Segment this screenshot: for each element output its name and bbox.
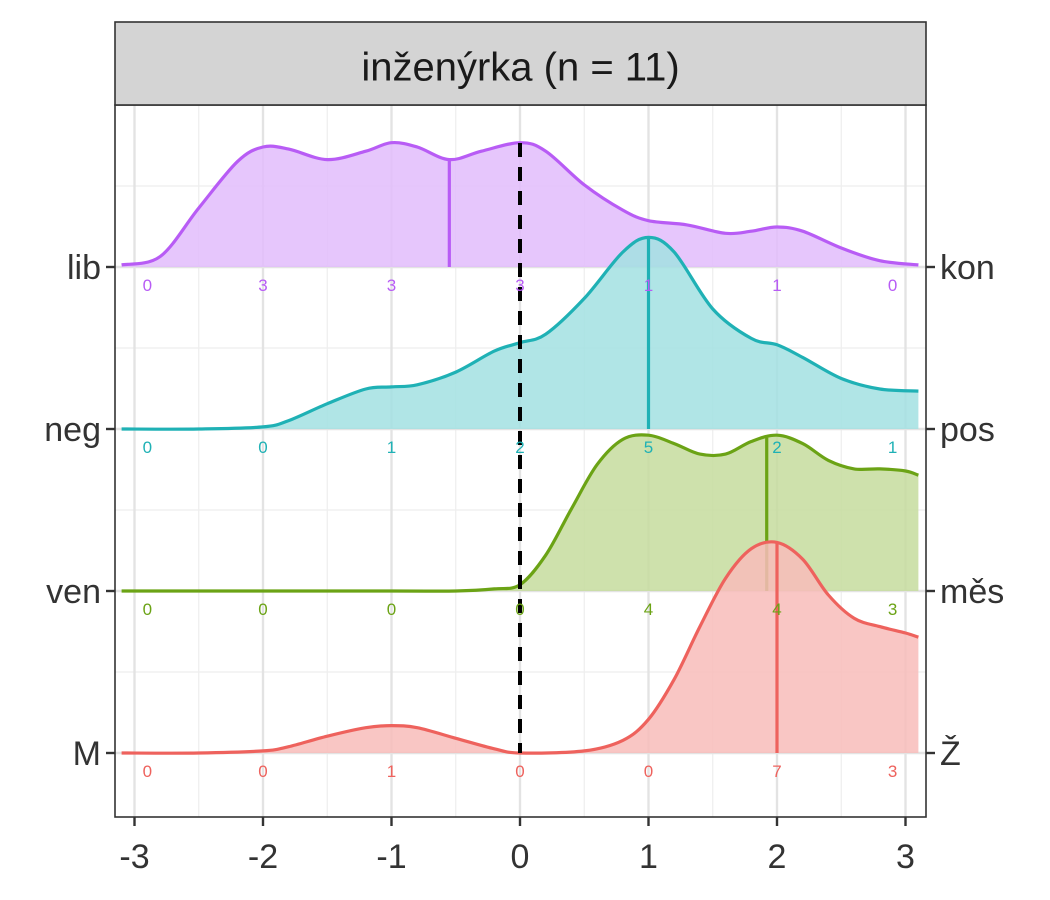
density-area-neg	[121, 237, 919, 430]
count-label: 0	[515, 762, 524, 781]
count-labels: 0 3 3 3 1 1 0 0 0 1 2 5 2 1 0 0 0 0 4 4 3 0 0 1 0 0 7 3	[143, 276, 898, 781]
axes: -3 -2 -1 0 1 2 3 lib kon neg pos ven měs M Ž	[44, 249, 1004, 876]
y-label-left: M	[73, 735, 101, 773]
count-label: 1	[888, 438, 897, 457]
x-tick-label: -3	[119, 838, 149, 876]
count-label: 7	[772, 762, 781, 781]
count-label: 1	[644, 276, 653, 295]
count-label: 3	[888, 762, 897, 781]
strip-header	[114, 21, 927, 106]
y-label-right: Ž	[940, 735, 961, 773]
x-tick-label: 2	[768, 838, 787, 876]
count-label: 1	[387, 438, 396, 457]
count-label: 3	[888, 600, 897, 619]
count-label: 0	[258, 762, 267, 781]
density-line-lib	[121, 140, 919, 267]
count-label: 1	[387, 762, 396, 781]
count-label: 2	[772, 438, 781, 457]
count-label: 0	[143, 438, 152, 457]
count-label: 0	[644, 762, 653, 781]
x-tick-label: -1	[376, 838, 406, 876]
y-label-right: kon	[940, 249, 995, 287]
density-area-ven	[121, 434, 919, 592]
density-line-ven	[121, 433, 919, 593]
x-tick-label: 0	[511, 838, 530, 876]
count-label: 0	[258, 600, 267, 619]
y-label-left: lib	[67, 249, 101, 287]
count-label: 3	[258, 276, 267, 295]
x-tick-label: 3	[896, 838, 915, 876]
count-label: 2	[515, 438, 524, 457]
count-label: 4	[644, 600, 653, 619]
count-label: 3	[387, 276, 396, 295]
count-label: 0	[515, 600, 524, 619]
count-label: 1	[772, 276, 781, 295]
count-label: 0	[888, 276, 897, 295]
count-label: 3	[515, 276, 524, 295]
density-area-M	[121, 541, 919, 754]
density-line-M	[121, 540, 919, 755]
count-label: 0	[387, 600, 396, 619]
x-tick-label: 1	[639, 838, 658, 876]
count-label: 0	[143, 762, 152, 781]
y-label-left: neg	[44, 411, 101, 449]
panel-title: inženýrka (n = 11)	[361, 46, 679, 90]
density-line-neg	[121, 235, 919, 431]
count-label: 0	[143, 276, 152, 295]
y-label-right: pos	[940, 411, 995, 449]
count-label: 0	[143, 600, 152, 619]
y-label-right: měs	[940, 573, 1004, 611]
count-label: 4	[772, 600, 781, 619]
x-tick-label: -2	[248, 838, 278, 876]
count-label: 0	[258, 438, 267, 457]
count-label: 5	[644, 438, 653, 457]
y-label-left: ven	[46, 573, 101, 611]
